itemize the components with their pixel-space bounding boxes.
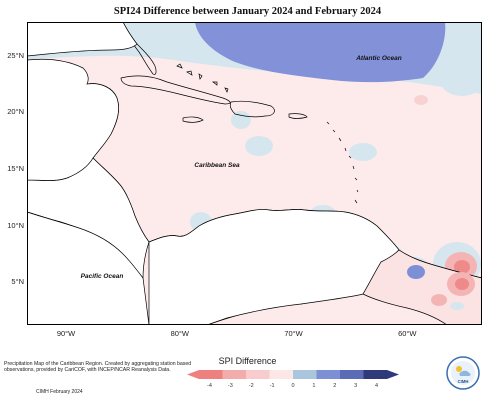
legend-tick-label: 2 [333, 383, 336, 389]
legend-swatch [199, 370, 223, 379]
cloud-icon [459, 370, 471, 376]
legend-tick-label: 4 [375, 383, 378, 389]
strong-negative-anomaly [455, 278, 469, 290]
longitude-tick-label: 80°W [170, 329, 189, 338]
atlantic-ocean-label: Atlantic Ocean [355, 55, 402, 62]
longitude-tick-label: 90°W [56, 329, 76, 338]
legend-extend-low [187, 370, 199, 379]
usa-land [27, 22, 138, 57]
legend-swatch [222, 370, 246, 379]
mexico-land [27, 58, 119, 181]
pacific-region [27, 211, 150, 325]
spi-map-canvas: Atlantic Ocean Caribbean Sea Pacific Oce… [27, 22, 482, 325]
latitude-tick-label: 20°N [7, 107, 24, 117]
latitude-tick-label: 5°N [11, 277, 24, 287]
strong-positive-anomaly [195, 22, 446, 83]
positive-anomaly-patch [245, 136, 273, 156]
map-title: SPI24 Difference between January 2024 an… [113, 6, 382, 17]
negative-anomaly-patch [414, 95, 428, 105]
caribbean-sea-label: Caribbean Sea [194, 162, 240, 169]
legend-tick-label: -2 [249, 383, 254, 389]
strong-negative-anomaly [454, 260, 470, 274]
legend-tick-label: -4 [207, 383, 212, 389]
legend-swatch [269, 370, 293, 379]
sun-icon [456, 366, 462, 372]
legend-swatch [363, 370, 387, 379]
legend-colorbar: -4 -3 -2 -1 0 1 2 3 4 [187, 370, 399, 389]
latitude-tick-label: 15°N [7, 163, 24, 173]
positive-anomaly-patch [450, 302, 464, 310]
logo-text: CIMH [458, 379, 469, 384]
map-description: Precipitation Map of the Caribbean Regio… [4, 361, 192, 374]
positive-anomaly-patch [231, 111, 251, 129]
positive-anomaly-patch [349, 143, 377, 161]
positive-anomaly-patch [440, 64, 482, 96]
legend-extend-high [387, 370, 399, 379]
legend-swatch [293, 370, 317, 379]
latitude-tick-label: 10°N [7, 220, 24, 230]
legend-swatch [316, 370, 340, 379]
pacific-ocean-label: Pacific Ocean [81, 273, 124, 280]
cimh-logo: CIMH [446, 356, 480, 390]
longitude-tick-label: 70°W [284, 329, 303, 338]
legend-tick-label: 3 [354, 383, 357, 389]
legend-swatch [246, 370, 270, 379]
color-legend: -4 -3 -2 -1 0 1 2 3 4 [183, 368, 403, 395]
legend-tick-label: -3 [228, 383, 233, 389]
legend-tick-label: 0 [291, 383, 294, 389]
longitude-tick-label: 60°W [398, 329, 417, 338]
map-panel[interactable]: Atlantic Ocean Caribbean Sea Pacific Oce… [27, 22, 482, 325]
legend-title: SPI Difference [218, 356, 277, 366]
legend-tick-label: 1 [312, 383, 315, 389]
negative-anomaly-patch [431, 294, 447, 306]
latitude-tick-label: 25°N [7, 50, 24, 60]
strong-positive-anomaly [407, 265, 425, 279]
map-border [27, 22, 482, 325]
south-america-land [148, 209, 400, 325]
legend-swatch [340, 370, 364, 379]
legend-tick-label: -1 [270, 383, 275, 389]
credit-text: CIMH February 2024 [36, 389, 83, 395]
